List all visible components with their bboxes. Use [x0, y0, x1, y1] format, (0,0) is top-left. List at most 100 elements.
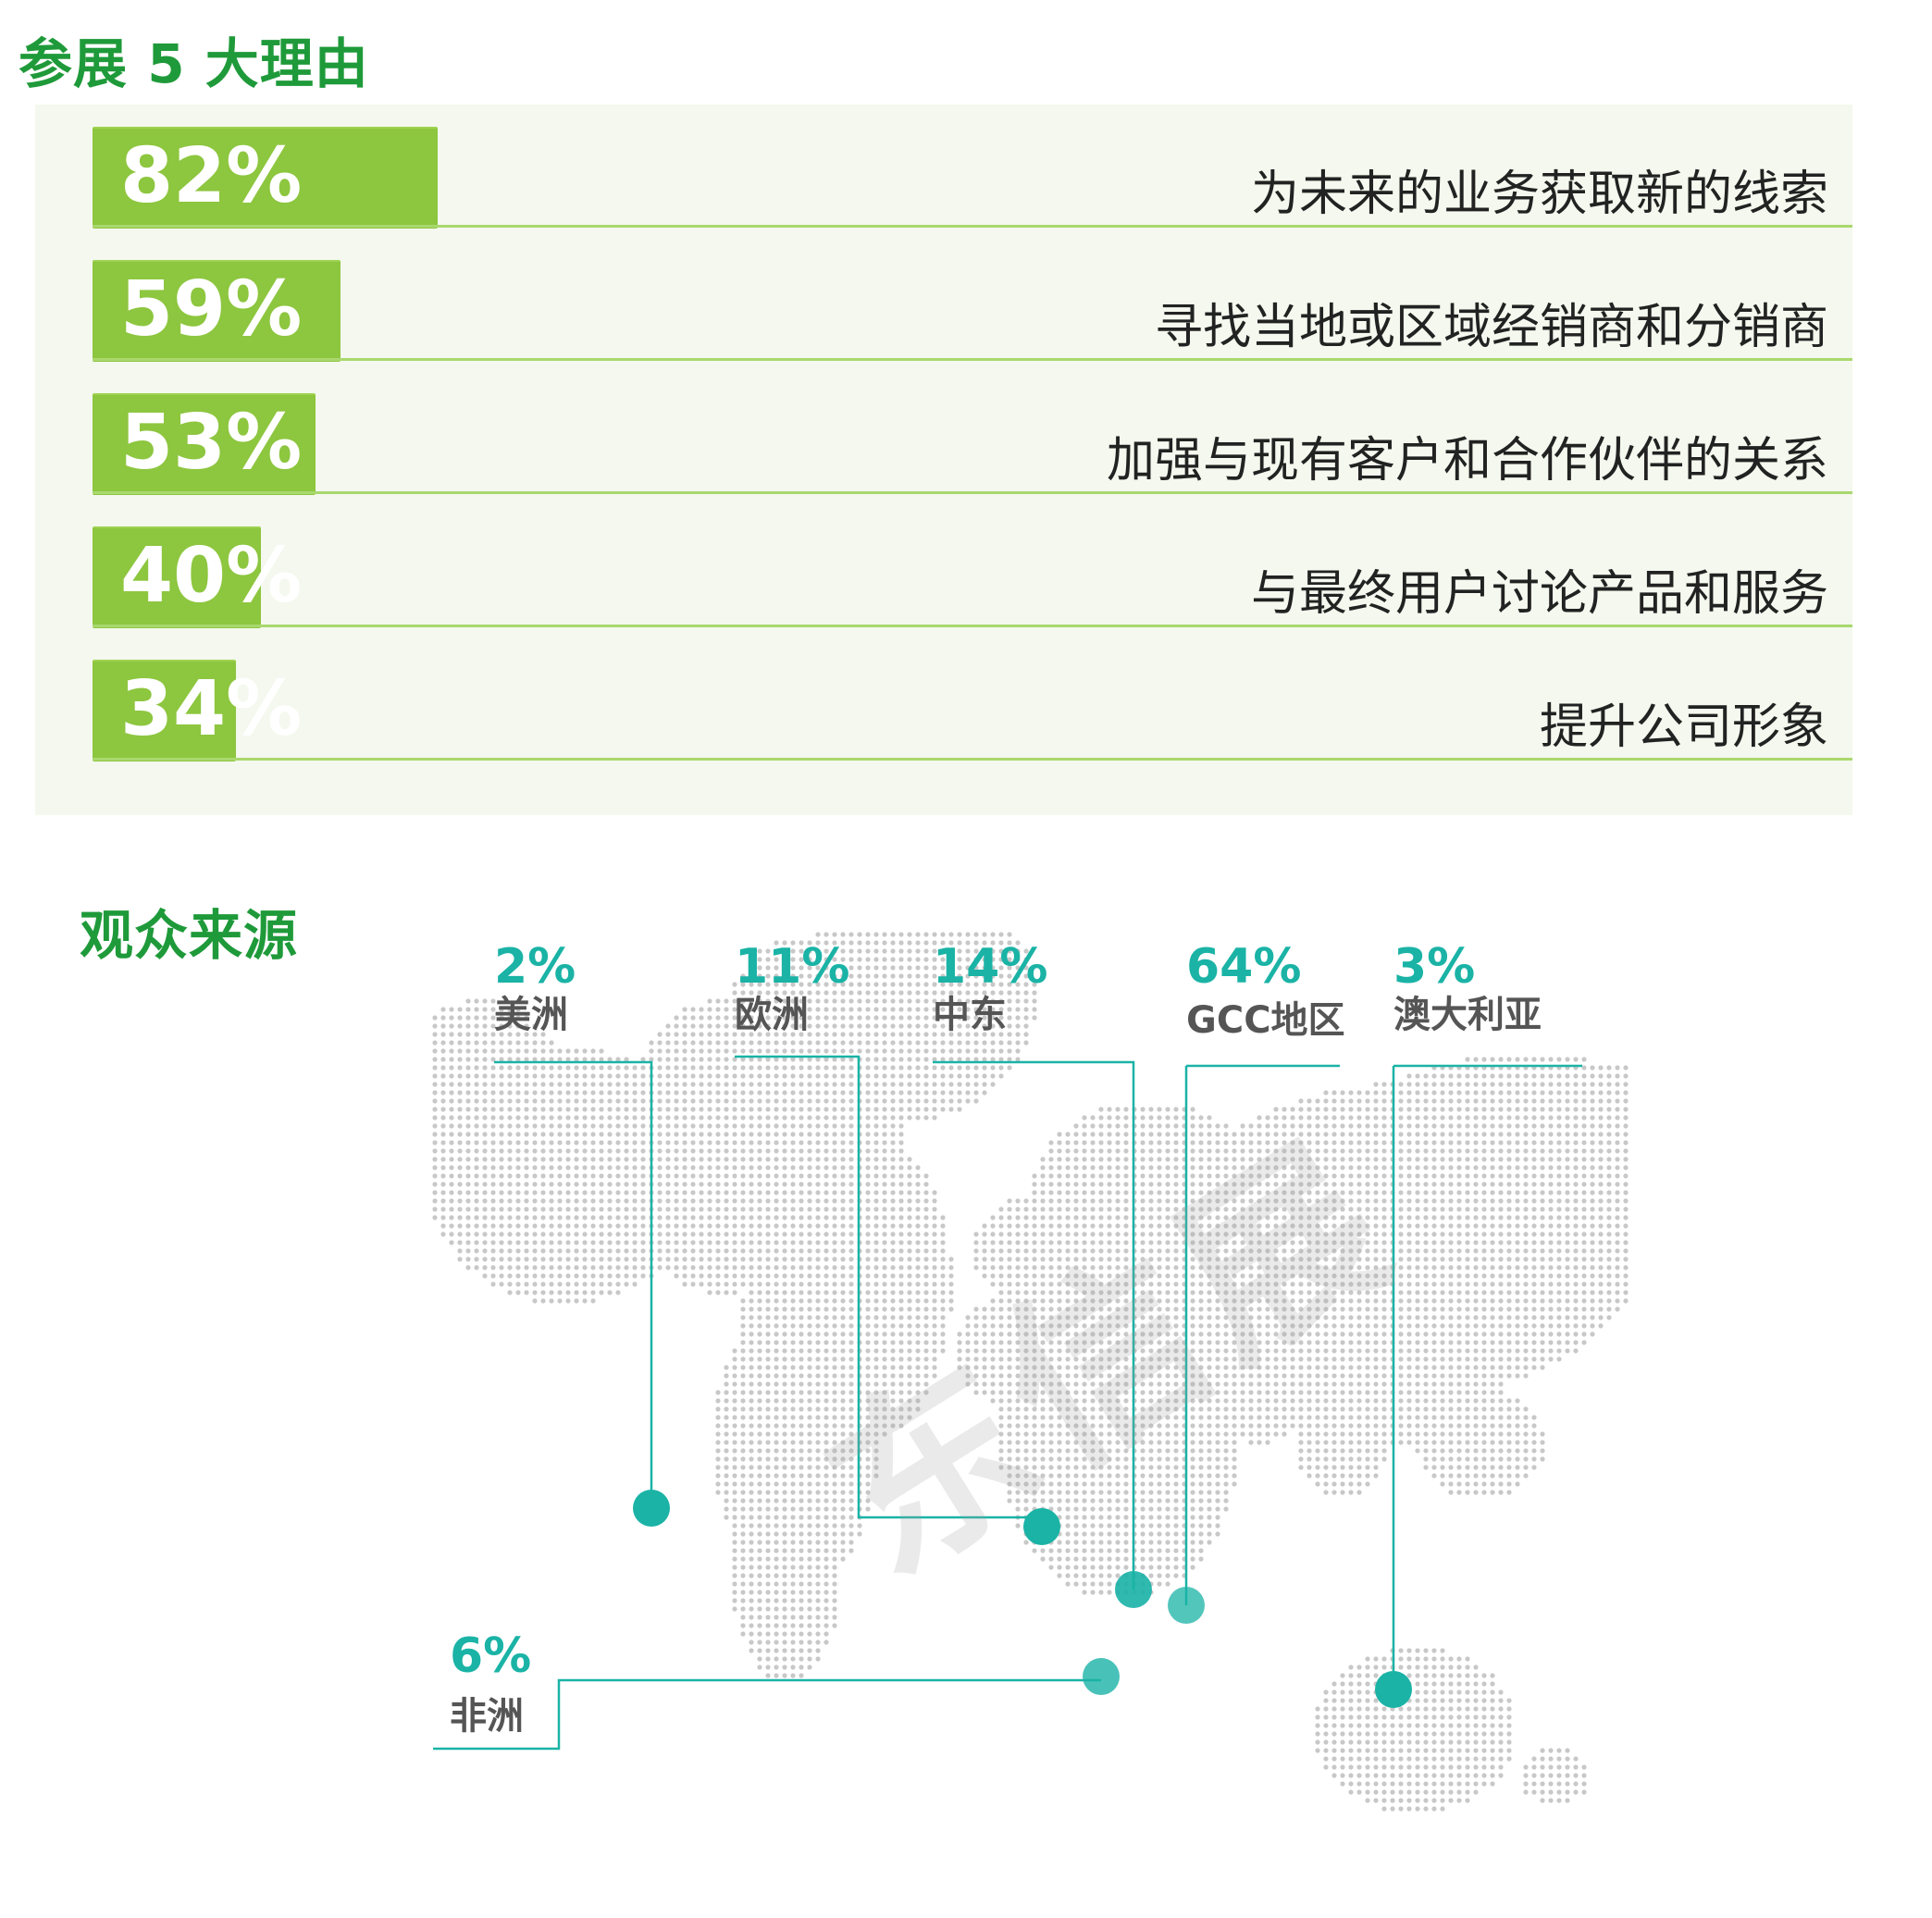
map-dot — [1448, 1206, 1454, 1212]
map-dot — [848, 1115, 854, 1120]
map-dot — [907, 1065, 912, 1070]
map-dot — [790, 1281, 796, 1287]
map-dot — [690, 1223, 696, 1229]
map-dot — [907, 990, 912, 996]
map-dot — [1098, 1198, 1104, 1204]
map-dot — [790, 1048, 796, 1054]
map-dot — [590, 1048, 596, 1054]
map-dot — [1356, 1157, 1362, 1162]
map-dot — [474, 1231, 479, 1237]
map-dot — [1606, 1273, 1612, 1279]
map-dot — [1465, 1231, 1470, 1237]
map-dot — [865, 1240, 871, 1245]
map-dot — [1023, 1215, 1029, 1220]
map-dot — [799, 1348, 804, 1354]
map-dot — [449, 1015, 454, 1021]
map-dot — [1015, 1206, 1021, 1212]
map-dot — [873, 1182, 879, 1187]
map-dot — [490, 1223, 496, 1229]
map-dot — [549, 1265, 554, 1270]
map-dot — [1123, 1157, 1129, 1162]
map-dot — [607, 1290, 613, 1295]
map-dot — [540, 1082, 546, 1087]
map-dot — [1148, 1132, 1154, 1137]
map-dot — [557, 1190, 563, 1195]
map-dot — [1431, 1157, 1437, 1162]
map-dot — [774, 957, 779, 962]
map-dot — [1257, 1198, 1262, 1204]
map-dot — [790, 1290, 796, 1295]
map-dot — [898, 1198, 904, 1204]
map-dot — [632, 1256, 638, 1262]
map-dot — [715, 1223, 721, 1229]
map-dot — [1431, 1265, 1437, 1270]
map-dot — [540, 1115, 546, 1120]
map-dot — [815, 1132, 821, 1137]
map-dot — [1490, 1098, 1495, 1104]
map-dot — [1606, 1231, 1612, 1237]
map-dot — [1223, 1165, 1229, 1170]
map-dot — [765, 1157, 771, 1162]
map-dot — [674, 1148, 679, 1154]
map-dot — [1440, 1331, 1445, 1337]
map-dot — [499, 1215, 504, 1220]
map-dot — [940, 1015, 946, 1021]
map-dot — [674, 1107, 679, 1112]
map-dot — [1523, 1315, 1529, 1320]
map-dot — [807, 1256, 812, 1262]
map-dot — [724, 1148, 729, 1154]
map-dot — [607, 1115, 613, 1120]
map-dot — [840, 1048, 846, 1054]
map-dot — [449, 1073, 454, 1079]
map-dot — [799, 1073, 804, 1079]
map-dot — [774, 1248, 779, 1254]
map-dot — [682, 1032, 687, 1037]
map-dot — [1598, 1148, 1604, 1154]
map-dot — [1232, 1157, 1237, 1162]
map-dot — [457, 1032, 463, 1037]
map-dot — [749, 982, 754, 987]
map-dot — [1398, 1340, 1404, 1345]
map-dot — [1598, 1240, 1604, 1245]
map-dot — [1440, 1198, 1445, 1204]
map-dot — [973, 948, 979, 954]
map-dot — [998, 1040, 1004, 1046]
map-dot — [1515, 1157, 1520, 1162]
map-dot — [907, 1206, 912, 1212]
map-dot — [1340, 1165, 1345, 1170]
map-dot — [882, 1157, 887, 1162]
map-dot — [1481, 1265, 1487, 1270]
map-dot — [840, 1157, 846, 1162]
map-dot — [1565, 1306, 1570, 1312]
map-dot — [1598, 1323, 1604, 1329]
map-dot — [599, 1057, 604, 1062]
map-dot — [898, 932, 904, 937]
map-dot — [907, 1157, 912, 1162]
map-dot — [1423, 1107, 1429, 1112]
map-dot — [1515, 1173, 1520, 1179]
map-dot — [499, 1148, 504, 1154]
map-dot — [782, 1073, 787, 1079]
map-dot — [707, 1098, 712, 1104]
map-dot — [557, 1082, 563, 1087]
map-dot — [549, 1206, 554, 1212]
map-dot — [1456, 1256, 1462, 1262]
map-dot — [1598, 1198, 1604, 1204]
map-dot — [1340, 1140, 1345, 1145]
map-dot — [499, 1032, 504, 1037]
map-dot — [1531, 1265, 1537, 1270]
map-dot — [665, 1165, 671, 1170]
map-dot — [507, 1057, 513, 1062]
map-dot — [1340, 1090, 1345, 1095]
map-dot — [457, 1206, 463, 1212]
map-dot — [1523, 1273, 1529, 1279]
map-dot — [890, 948, 896, 954]
map-dot — [474, 1015, 479, 1021]
map-dot — [1431, 1123, 1437, 1129]
map-dot — [1465, 1082, 1470, 1087]
map-dot — [674, 1157, 679, 1162]
map-dot — [882, 1165, 887, 1170]
map-dot — [865, 1123, 871, 1129]
map-dot — [682, 1190, 687, 1195]
map-dot — [1465, 1140, 1470, 1145]
